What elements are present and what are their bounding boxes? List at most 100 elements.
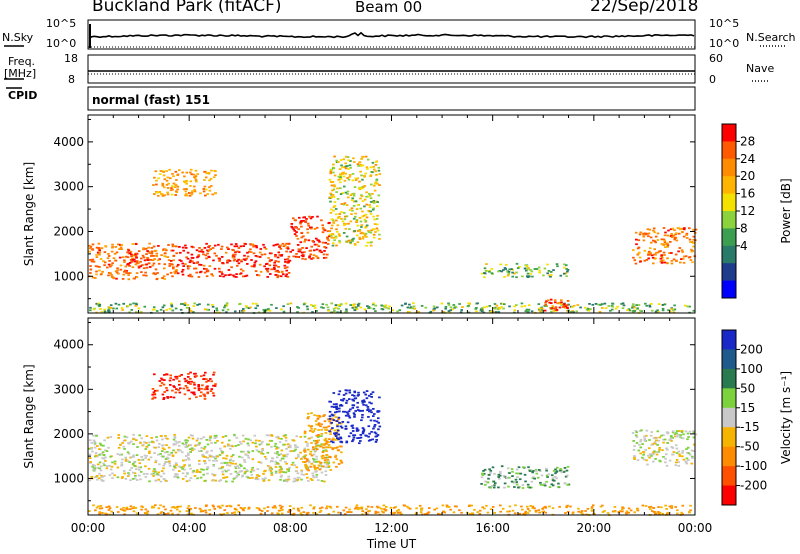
power-cell xyxy=(333,239,336,242)
velocity-cell xyxy=(200,447,203,449)
power-cell xyxy=(326,306,330,309)
velocity-cell xyxy=(312,459,316,461)
power-cell xyxy=(157,177,160,180)
velocity-cell xyxy=(236,472,239,474)
velocity-cell xyxy=(284,461,287,463)
velocity-cell xyxy=(111,472,114,475)
velocity-cell xyxy=(654,513,657,515)
velocity-cell xyxy=(131,471,135,474)
velocity-cell xyxy=(105,450,109,452)
power-cell xyxy=(305,305,309,308)
power-cell xyxy=(571,310,574,312)
velocity-cell xyxy=(506,467,510,470)
velocity-cell xyxy=(680,511,683,514)
power-cell xyxy=(135,260,139,262)
power-cell xyxy=(294,226,298,229)
power-cell xyxy=(163,278,166,280)
velocity-cell xyxy=(642,458,646,461)
power-colorbar-swatch xyxy=(722,263,736,282)
power-cell xyxy=(526,276,530,278)
velocity-cell xyxy=(632,440,635,442)
power-cell xyxy=(307,224,310,227)
velocity-cell xyxy=(90,475,93,478)
power-cell xyxy=(287,272,291,274)
velocity-cell xyxy=(361,401,365,404)
power-region-6 xyxy=(328,155,382,247)
velocity-cell xyxy=(202,473,205,476)
velocity-cell xyxy=(361,409,364,412)
power-cell xyxy=(295,255,298,258)
velocity-cell xyxy=(196,437,200,440)
power-cell xyxy=(320,306,323,309)
velocity-cell xyxy=(119,444,122,446)
velocity-cell xyxy=(370,431,373,433)
power-cell xyxy=(212,176,216,179)
velocity-colorbar-swatch xyxy=(722,427,736,448)
velocity-cell xyxy=(368,432,371,435)
velocity-cell xyxy=(335,410,339,413)
power-cell xyxy=(332,163,335,166)
power-cell xyxy=(564,272,568,275)
velocity-cell xyxy=(677,464,681,467)
velocity-cell xyxy=(308,461,311,464)
velocity-cell xyxy=(526,512,530,514)
power-cell xyxy=(356,303,360,306)
power-cell xyxy=(351,179,355,182)
velocity-cell xyxy=(94,454,98,457)
velocity-cell xyxy=(645,459,648,462)
velocity-cell xyxy=(179,505,182,508)
velocity-cell xyxy=(225,476,229,478)
velocity-cell xyxy=(194,444,197,447)
velocity-cell xyxy=(260,452,263,455)
velocity-cell xyxy=(135,468,138,471)
power-ylabel: Slant Range [km] xyxy=(22,162,36,266)
velocity-cell xyxy=(279,478,282,481)
velocity-cell xyxy=(296,507,300,510)
velocity-cell xyxy=(196,469,199,472)
velocity-cell xyxy=(94,509,97,512)
power-cell xyxy=(111,262,114,265)
power-cell xyxy=(196,304,199,306)
power-cell xyxy=(351,209,354,212)
velocity-cell xyxy=(361,513,364,516)
power-cell xyxy=(555,263,559,265)
power-cell xyxy=(361,164,365,167)
velocity-cell xyxy=(91,465,94,468)
velocity-cell xyxy=(674,464,678,467)
velocity-cell xyxy=(513,512,517,515)
power-cell xyxy=(335,244,338,247)
power-cell xyxy=(218,258,221,260)
velocity-cell xyxy=(145,445,148,448)
velocity-cell xyxy=(374,441,378,443)
velocity-cell xyxy=(129,479,132,482)
velocity-cell xyxy=(197,384,200,386)
velocity-cell xyxy=(241,434,245,437)
velocity-cell xyxy=(310,436,314,439)
power-cell xyxy=(153,250,157,252)
power-cell xyxy=(297,228,300,231)
velocity-cell xyxy=(340,422,343,425)
power-region-9 xyxy=(632,227,698,265)
velocity-cell xyxy=(371,438,374,441)
power-cell xyxy=(189,168,193,171)
velocity-cell xyxy=(295,466,299,469)
power-cell xyxy=(632,249,635,251)
velocity-cell xyxy=(312,507,315,510)
power-cell xyxy=(369,241,373,244)
power-cell xyxy=(287,255,291,258)
velocity-cell xyxy=(137,459,141,461)
velocity-cell xyxy=(170,452,173,454)
velocity-cell xyxy=(150,473,153,475)
power-cell xyxy=(190,193,193,196)
velocity-cell xyxy=(392,506,396,509)
power-cell xyxy=(647,252,650,255)
power-cell xyxy=(275,307,278,309)
velocity-cell xyxy=(209,390,213,392)
power-cell xyxy=(328,235,331,238)
power-cell xyxy=(254,260,258,263)
power-cell xyxy=(321,303,325,306)
power-cell xyxy=(342,175,346,178)
power-cell xyxy=(250,259,253,261)
velocity-cell xyxy=(338,404,342,407)
velocity-cell xyxy=(367,416,370,418)
